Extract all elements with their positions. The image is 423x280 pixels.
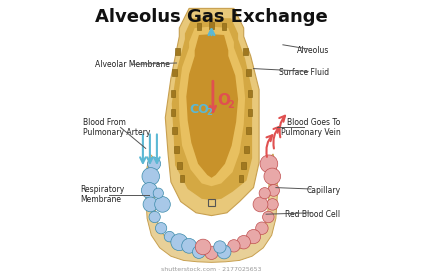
Text: Respiratory
Membrane: Respiratory Membrane	[80, 185, 124, 204]
Circle shape	[260, 155, 278, 173]
Polygon shape	[179, 27, 245, 186]
Circle shape	[205, 246, 218, 260]
Circle shape	[268, 185, 280, 196]
Circle shape	[164, 231, 175, 242]
Text: Blood From
Pulmonary Artery: Blood From Pulmonary Artery	[83, 118, 150, 137]
Circle shape	[182, 239, 197, 253]
Bar	[247, 109, 252, 116]
Bar	[172, 69, 177, 76]
Text: O: O	[217, 93, 231, 108]
Circle shape	[149, 211, 160, 223]
Circle shape	[237, 235, 250, 249]
Bar	[242, 162, 246, 169]
Circle shape	[253, 197, 268, 212]
Bar	[239, 175, 243, 182]
Circle shape	[148, 157, 161, 170]
Circle shape	[263, 211, 274, 223]
Text: Red Blood Cell: Red Blood Cell	[285, 210, 340, 219]
Text: 2: 2	[206, 108, 212, 117]
Bar	[177, 162, 181, 169]
Bar	[248, 90, 253, 97]
Circle shape	[141, 183, 157, 198]
Text: Alveolus Gas Exchange: Alveolus Gas Exchange	[95, 8, 328, 26]
Circle shape	[155, 197, 170, 212]
Bar	[208, 199, 215, 206]
Text: Capillary: Capillary	[306, 186, 340, 195]
Circle shape	[155, 223, 167, 234]
Bar	[197, 23, 201, 30]
Circle shape	[228, 240, 240, 252]
Bar	[246, 69, 251, 76]
Circle shape	[171, 234, 188, 251]
Bar	[222, 23, 226, 30]
Circle shape	[264, 168, 280, 185]
Bar	[174, 146, 179, 153]
Text: Surface Fluid: Surface Fluid	[279, 68, 329, 77]
Text: Alveolus: Alveolus	[297, 46, 329, 55]
Bar	[175, 48, 180, 55]
Text: Alveolar Membrane: Alveolar Membrane	[95, 60, 170, 69]
Text: Blood Goes To
Pulmonary Vein: Blood Goes To Pulmonary Vein	[280, 118, 340, 137]
Text: 2: 2	[227, 100, 234, 110]
Bar	[246, 127, 251, 134]
Circle shape	[259, 188, 270, 199]
Bar	[172, 127, 177, 134]
Circle shape	[214, 241, 226, 253]
Circle shape	[192, 246, 205, 258]
Circle shape	[247, 230, 261, 244]
Circle shape	[255, 222, 268, 234]
Polygon shape	[172, 18, 252, 200]
Bar	[180, 175, 184, 182]
Polygon shape	[186, 34, 238, 178]
Circle shape	[143, 197, 158, 212]
Circle shape	[267, 199, 278, 210]
Circle shape	[142, 168, 159, 185]
Bar	[244, 146, 249, 153]
Polygon shape	[146, 154, 277, 262]
Polygon shape	[165, 8, 259, 216]
Circle shape	[217, 245, 231, 259]
Bar	[170, 90, 175, 97]
Text: shutterstock.com · 2177025653: shutterstock.com · 2177025653	[161, 267, 262, 272]
Bar	[171, 109, 176, 116]
Bar	[209, 22, 214, 29]
Bar	[243, 48, 248, 55]
Circle shape	[153, 188, 163, 198]
Circle shape	[195, 239, 211, 255]
Text: CO: CO	[189, 103, 209, 116]
